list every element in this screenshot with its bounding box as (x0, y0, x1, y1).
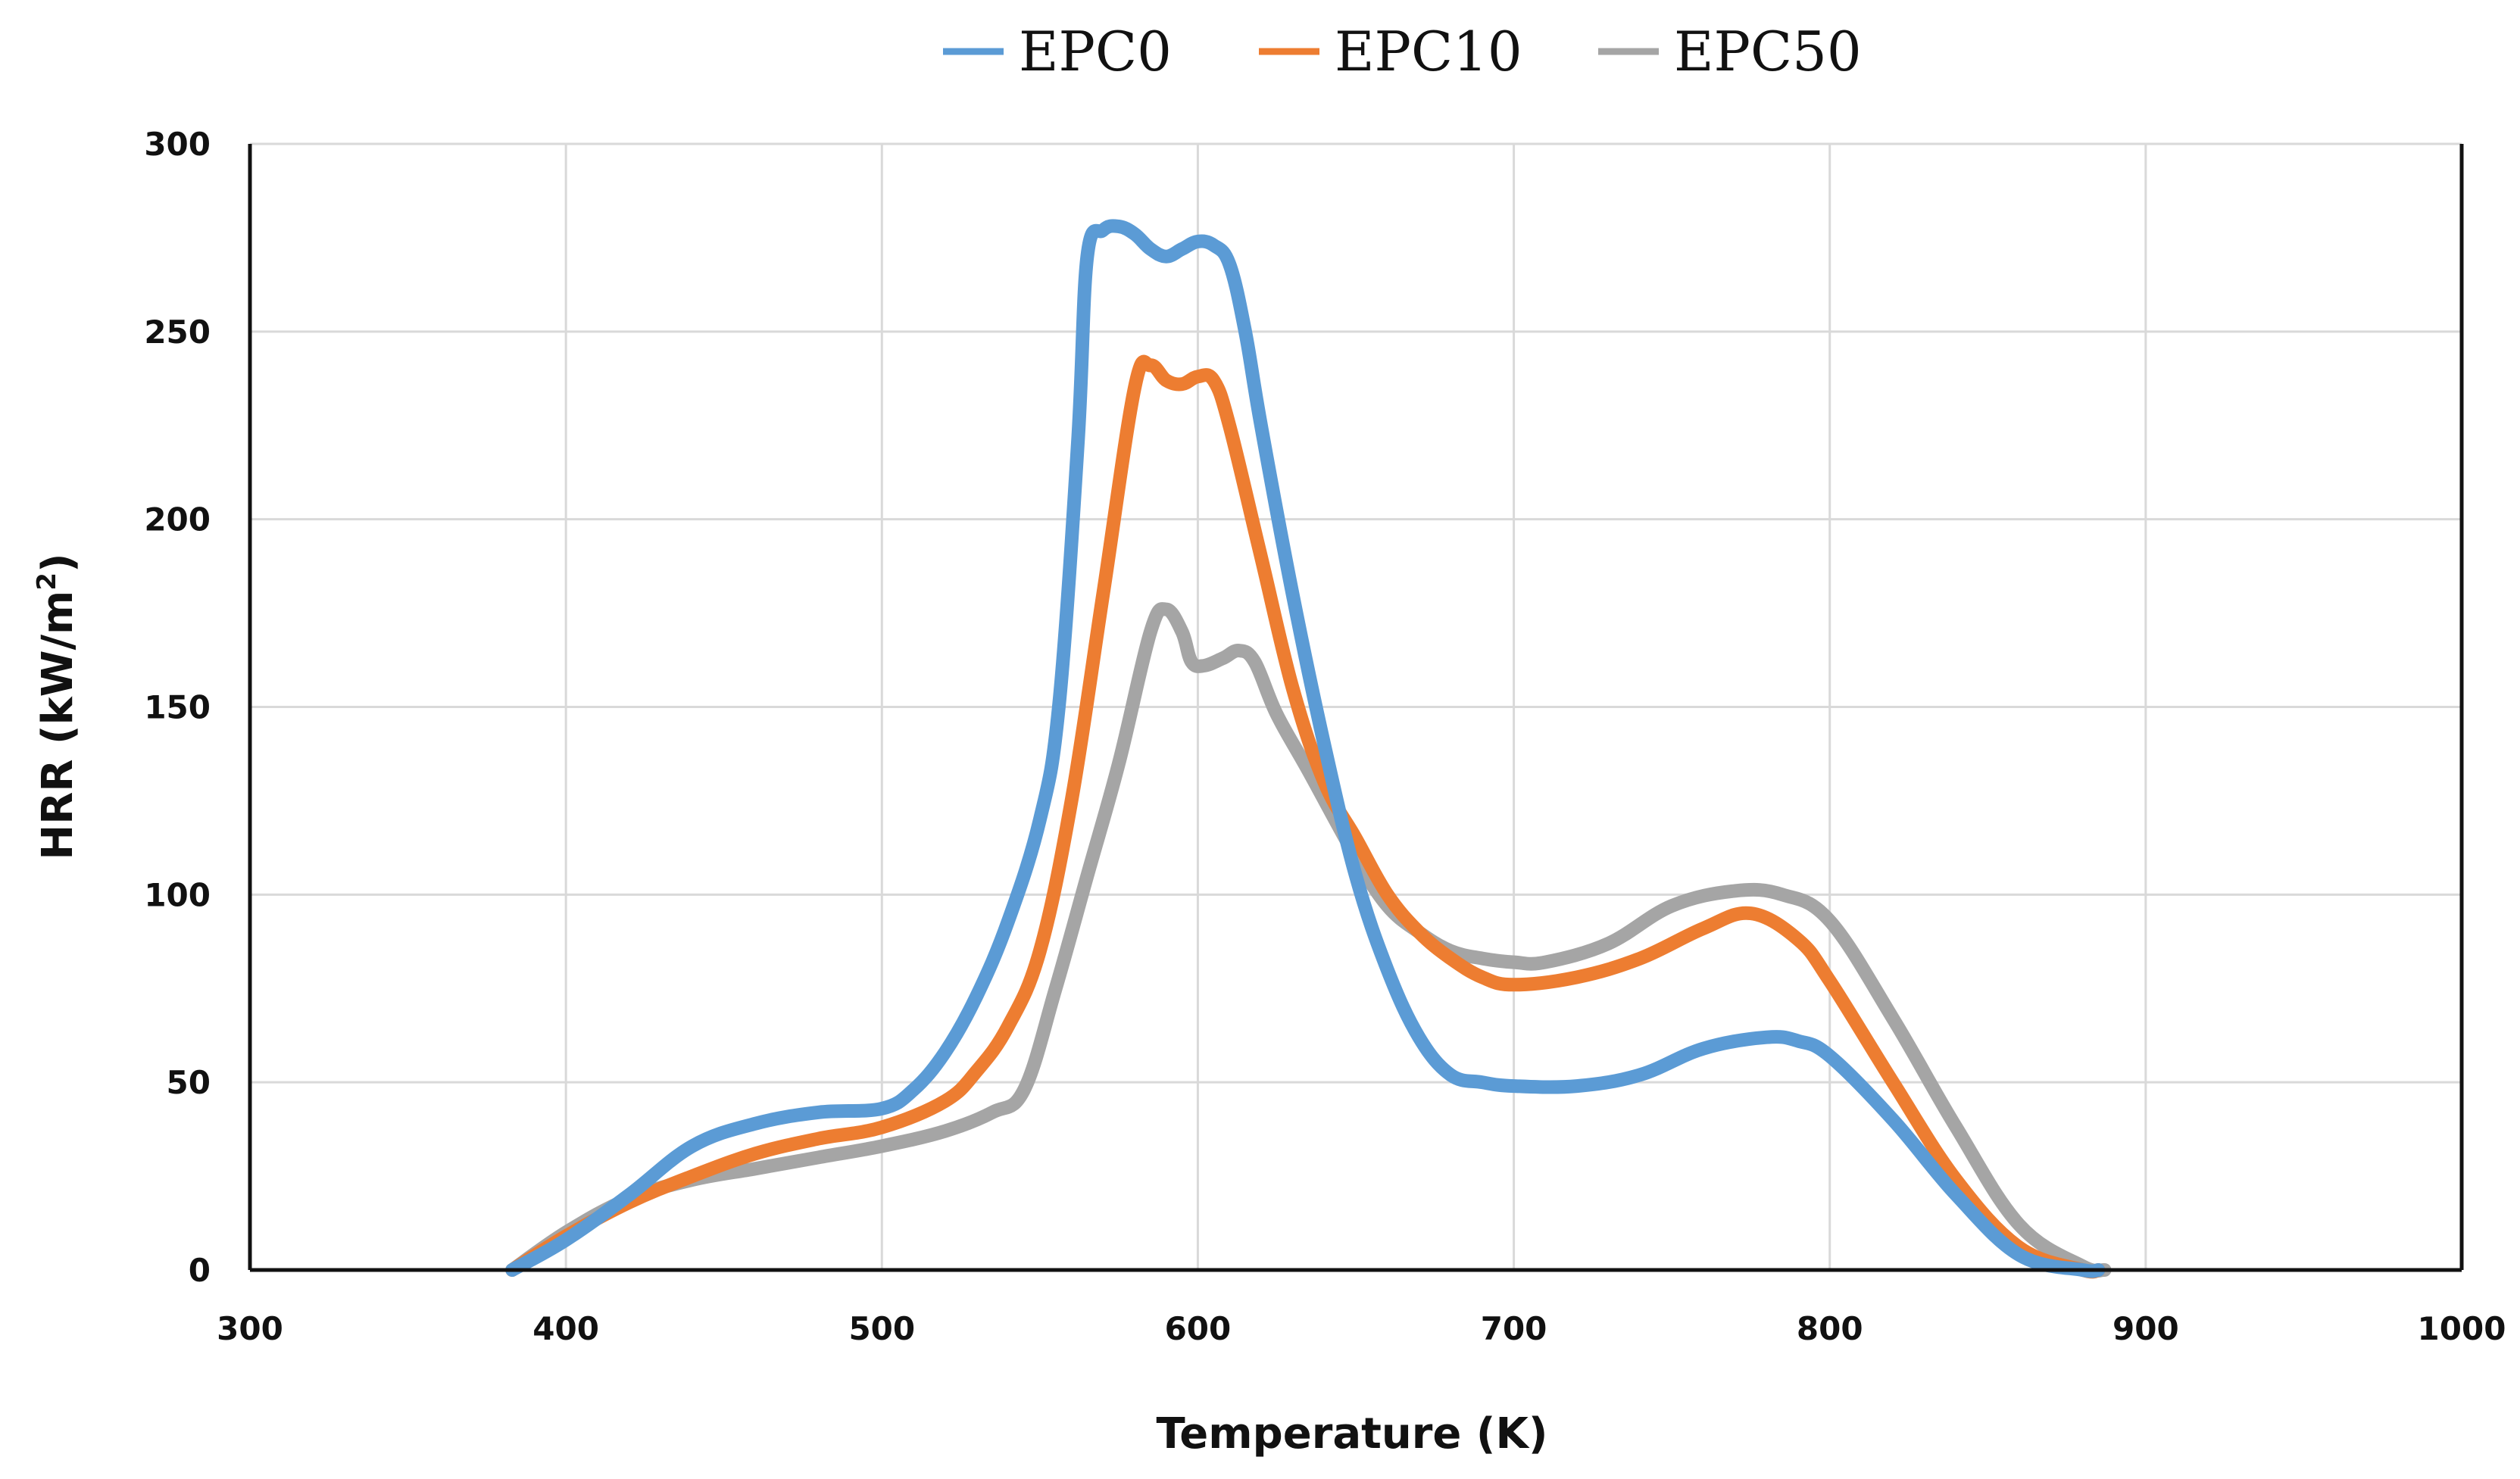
x-tick-label: 900 (2112, 1310, 2179, 1347)
x-axis-title: Temperature (K) (1157, 1409, 1548, 1459)
y-tick-label: 250 (144, 314, 211, 351)
x-tick-label: 600 (1165, 1310, 1232, 1347)
y-axis-title: HRR (kW/m2) (32, 553, 83, 860)
x-tick-label: 300 (217, 1310, 283, 1347)
x-tick-label: 500 (848, 1310, 915, 1347)
grid-lines (250, 142, 2462, 1270)
x-tick-label: 400 (532, 1310, 599, 1347)
series-line-epc50 (505, 602, 2112, 1278)
y-tick-label: 150 (144, 689, 211, 726)
series-lines (505, 219, 2112, 1279)
axes (248, 144, 2464, 1272)
y-tick-label: 0 (189, 1252, 211, 1289)
x-tick-label: 700 (1481, 1310, 1547, 1347)
y-axis-title-end: ) (33, 553, 83, 573)
y-axis-title-main: HRR (kW/m (33, 591, 83, 860)
x-tick-label: 1000 (2418, 1310, 2506, 1347)
series-line-epc10 (505, 354, 2106, 1279)
y-tick-label: 50 (167, 1064, 211, 1101)
tick-labels: 300 400 500 600 700 800 900 1000 0 50 100 150 200 250… (144, 126, 2506, 1347)
y-axis-title-superscript: 2 (32, 573, 62, 591)
legend-label-epc50: EPC50 (1674, 20, 1862, 83)
legend-label-epc0: EPC0 (1019, 20, 1172, 83)
legend: EPC0 EPC10 EPC50 (943, 20, 1862, 83)
series-line-epc0 (505, 219, 2106, 1278)
y-tick-label: 100 (144, 876, 211, 913)
x-tick-label: 800 (1797, 1310, 1863, 1347)
y-tick-label: 300 (144, 126, 211, 163)
y-tick-label: 200 (144, 501, 211, 538)
legend-label-epc10: EPC10 (1335, 20, 1522, 83)
